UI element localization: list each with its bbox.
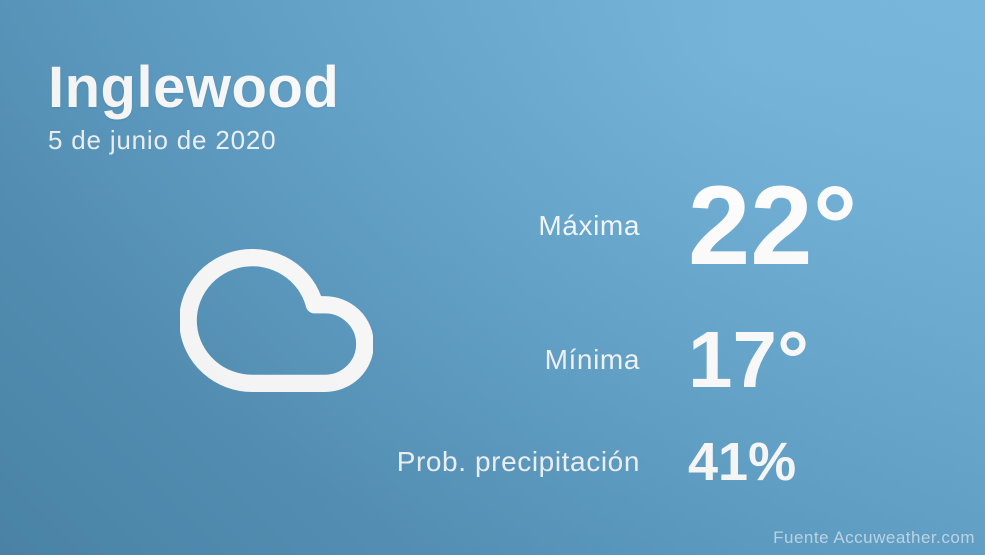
- min-temp-row: Mínima 17°: [0, 313, 809, 407]
- precipitation-row: Prob. precipitación 41%: [0, 432, 796, 492]
- min-temp-value: 17°: [688, 315, 809, 404]
- city-title: Inglewood: [48, 55, 340, 120]
- precipitation-value: 41%: [688, 432, 797, 492]
- precipitation-label: Prob. precipitación: [396, 446, 640, 477]
- max-temp-value: 22°: [688, 162, 858, 288]
- max-temp-label: Máxima: [538, 209, 640, 241]
- date-label: 5 de junio de 2020: [48, 124, 277, 155]
- source-attribution: Fuente Accuweather.com: [773, 528, 975, 547]
- min-temp-label: Mínima: [544, 344, 640, 375]
- cloud-icon: [180, 249, 373, 392]
- header: Inglewood 5 de junio de 2020: [48, 56, 339, 156]
- max-temp-row: Máxima 22°: [0, 168, 857, 283]
